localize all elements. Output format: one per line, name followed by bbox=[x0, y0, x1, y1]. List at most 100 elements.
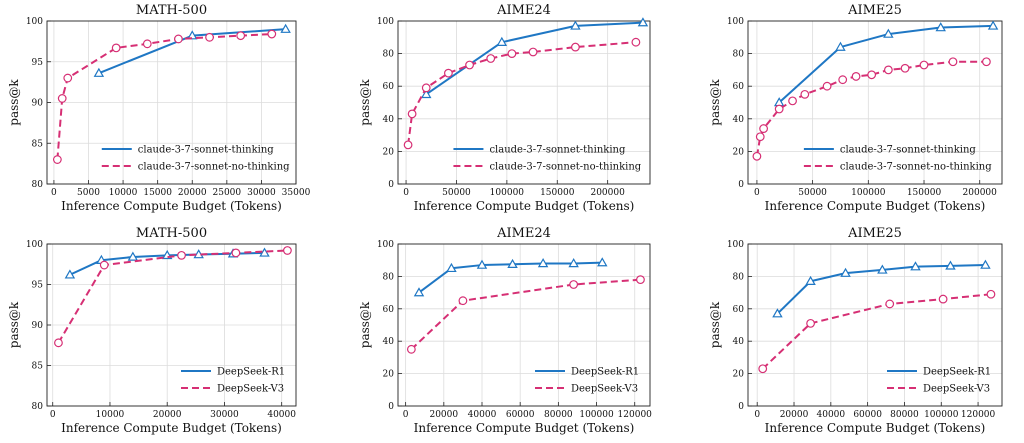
x-tick-label: 40000 bbox=[817, 410, 846, 420]
plot-frame bbox=[747, 20, 1003, 185]
legend-label: claude-3-7-sonnet-thinking bbox=[840, 145, 977, 156]
data-point bbox=[446, 262, 457, 273]
data-point bbox=[57, 94, 67, 103]
data-point bbox=[231, 248, 241, 258]
x-tick-label: 80000 bbox=[544, 410, 573, 420]
data-point bbox=[980, 259, 991, 269]
data-point bbox=[883, 28, 894, 38]
data-point bbox=[280, 23, 291, 33]
data-point bbox=[900, 63, 910, 73]
y-tick-label: 100 bbox=[26, 240, 43, 250]
legend-label: claude-3-7-sonnet-no-thinking bbox=[840, 162, 992, 173]
data-point bbox=[935, 22, 946, 32]
x-tick-label: 40000 bbox=[267, 410, 296, 420]
data-point bbox=[759, 124, 768, 133]
plot-frame bbox=[747, 243, 1003, 407]
data-point bbox=[788, 96, 797, 106]
y-tick-label: 90 bbox=[32, 321, 44, 331]
panel-title: AIME24 bbox=[496, 226, 551, 241]
data-point bbox=[883, 65, 893, 75]
y-tick-label: 40 bbox=[733, 115, 745, 125]
data-point bbox=[528, 47, 538, 57]
data-point bbox=[987, 20, 999, 30]
y-tick-label: 20 bbox=[383, 147, 395, 157]
x-tick-label: 60000 bbox=[506, 410, 535, 420]
legend-label: claude-3-7-sonnet-no-thinking bbox=[138, 162, 290, 173]
x-axis-label: Inference Compute Budget (Tokens) bbox=[414, 199, 635, 213]
x-axis-label: Inference Compute Budget (Tokens) bbox=[61, 199, 282, 213]
data-point bbox=[458, 296, 468, 306]
y-axis-label: pass@k bbox=[7, 301, 21, 348]
data-point bbox=[54, 338, 63, 348]
x-tick-label: 0 bbox=[754, 410, 760, 420]
data-point bbox=[910, 261, 921, 271]
panel-3: 0 50000 100000 150000 200000 0 20 40 60 80 100 AIME… bbox=[708, 3, 1003, 213]
panel-1: 0 5000 10000 15000 20000 25000 30000 35000 80 85 9… bbox=[7, 3, 311, 213]
legend-label: DeepSeek-R1 bbox=[217, 367, 285, 378]
data-point bbox=[752, 151, 762, 161]
y-tick-label: 0 bbox=[738, 402, 744, 412]
y-tick-label: 100 bbox=[377, 240, 394, 250]
y-tick-label: 80 bbox=[32, 180, 44, 190]
series-line-1 bbox=[425, 21, 643, 96]
legend-label: DeepSeek-V3 bbox=[217, 384, 284, 395]
data-point bbox=[99, 260, 109, 270]
data-point bbox=[885, 299, 895, 309]
y-tick-label: 0 bbox=[388, 402, 394, 412]
data-point bbox=[570, 20, 581, 30]
y-tick-label: 20 bbox=[733, 147, 745, 157]
y-tick-label: 60 bbox=[733, 305, 745, 315]
data-point bbox=[496, 36, 508, 46]
y-axis-label: pass@k bbox=[708, 301, 722, 348]
legend-label: DeepSeek-V3 bbox=[571, 384, 638, 395]
data-point bbox=[407, 109, 417, 119]
data-point bbox=[755, 132, 765, 142]
y-tick-label: 80 bbox=[383, 272, 395, 282]
x-tick-label: 150000 bbox=[540, 188, 575, 198]
x-tick-label: 80000 bbox=[890, 410, 919, 420]
panel-title: AIME25 bbox=[847, 3, 902, 18]
legend-label: DeepSeek-R1 bbox=[571, 367, 639, 378]
legend: DeepSeek-R1 DeepSeek-V3 bbox=[887, 367, 991, 395]
y-tick-label: 0 bbox=[388, 180, 394, 190]
x-tick-label: 30000 bbox=[247, 188, 276, 198]
data-point bbox=[127, 251, 139, 261]
x-tick-label: 50000 bbox=[798, 188, 827, 198]
panel-title: AIME25 bbox=[847, 226, 902, 241]
x-tick-label: 150000 bbox=[907, 188, 942, 198]
x-tick-label: 100000 bbox=[851, 188, 886, 198]
series-line-2 bbox=[56, 33, 272, 160]
data-point bbox=[64, 269, 76, 279]
x-tick-label: 10000 bbox=[96, 410, 125, 420]
y-tick-label: 0 bbox=[738, 180, 744, 190]
data-point bbox=[465, 60, 474, 70]
legend: claude-3-7-sonnet-thinking claude-3-7-son… bbox=[101, 145, 290, 173]
series-line-2 bbox=[407, 41, 636, 146]
x-tick-label: 120000 bbox=[618, 410, 653, 420]
data-point bbox=[486, 54, 496, 63]
data-point bbox=[187, 30, 198, 40]
y-tick-label: 85 bbox=[32, 362, 44, 372]
data-point bbox=[420, 88, 432, 99]
data-point bbox=[597, 257, 608, 267]
x-tick-label: 35000 bbox=[282, 188, 311, 198]
legend: claude-3-7-sonnet-thinking claude-3-7-son… bbox=[453, 145, 642, 173]
y-axis-label: pass@k bbox=[7, 79, 21, 126]
y-axis-label: pass@k bbox=[358, 79, 372, 126]
x-tick-label: 200000 bbox=[590, 188, 625, 198]
plot-frame bbox=[397, 243, 651, 407]
y-tick-label: 85 bbox=[32, 139, 44, 149]
x-tick-label: 20000 bbox=[429, 410, 458, 420]
x-tick-label: 120000 bbox=[961, 410, 996, 420]
data-point bbox=[840, 267, 851, 277]
x-tick-label: 100000 bbox=[924, 410, 959, 420]
data-point bbox=[283, 246, 292, 255]
panel-title: MATH-500 bbox=[136, 3, 207, 18]
x-tick-label: 0 bbox=[403, 410, 409, 420]
data-point bbox=[177, 250, 186, 260]
data-point bbox=[406, 344, 416, 354]
data-point bbox=[772, 308, 783, 318]
data-point bbox=[476, 259, 488, 269]
data-point bbox=[507, 258, 518, 268]
data-point bbox=[267, 29, 277, 39]
